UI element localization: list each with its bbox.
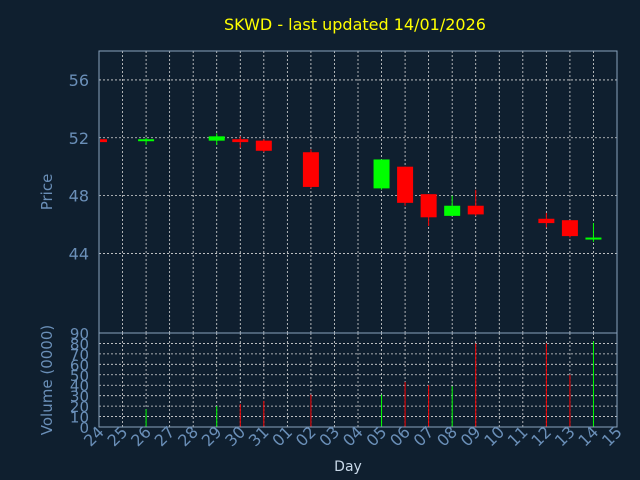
candle-body <box>232 139 249 143</box>
volume-gridlines <box>99 333 617 427</box>
candle-body <box>585 237 602 240</box>
price-axis-label: Price <box>38 174 56 211</box>
volume-tick-label: 0 <box>79 419 89 437</box>
candle-body <box>467 205 484 215</box>
chart-title: SKWD - last updated 14/01/2026 <box>224 15 486 34</box>
volume-panel-frame <box>98 332 618 428</box>
volume-tick-label: 20 <box>70 398 89 416</box>
candle-body <box>420 194 437 218</box>
volume-axis-label: Volume (0000) <box>38 325 56 435</box>
volume-tick-label: 50 <box>70 367 89 385</box>
x-axis-label: Day <box>334 459 362 475</box>
price-tick-labels: 44 48 52 56 <box>69 71 89 264</box>
candle-body <box>444 205 461 216</box>
price-tick-label: 52 <box>69 129 89 148</box>
x-tick-labels: 2425262728293031010203040506070809101112… <box>80 422 626 450</box>
volume-tick-label: 30 <box>70 388 89 406</box>
candle-body <box>255 140 272 151</box>
volume-tick-label: 60 <box>70 356 89 374</box>
candle-body <box>538 218 555 224</box>
price-tick-label: 44 <box>69 244 89 263</box>
price-tick-label: 48 <box>69 187 89 206</box>
volume-bars <box>145 341 594 427</box>
price-gridlines <box>99 51 617 333</box>
candle-body <box>138 139 155 142</box>
volume-tick-label: 90 <box>70 325 89 343</box>
candlesticks <box>98 133 602 242</box>
candle-body <box>397 166 414 203</box>
price-tick-label: 56 <box>69 71 89 90</box>
volume-tick-label: 40 <box>70 377 89 395</box>
candle-body <box>302 152 319 187</box>
volume-tick-label: 70 <box>70 346 89 364</box>
candle-body <box>561 220 578 237</box>
volume-tick-label: 10 <box>70 409 89 427</box>
volume-tick-label: 80 <box>70 335 89 353</box>
candle-body <box>373 159 390 189</box>
candle-body <box>100 139 107 143</box>
candle-body <box>208 136 225 141</box>
